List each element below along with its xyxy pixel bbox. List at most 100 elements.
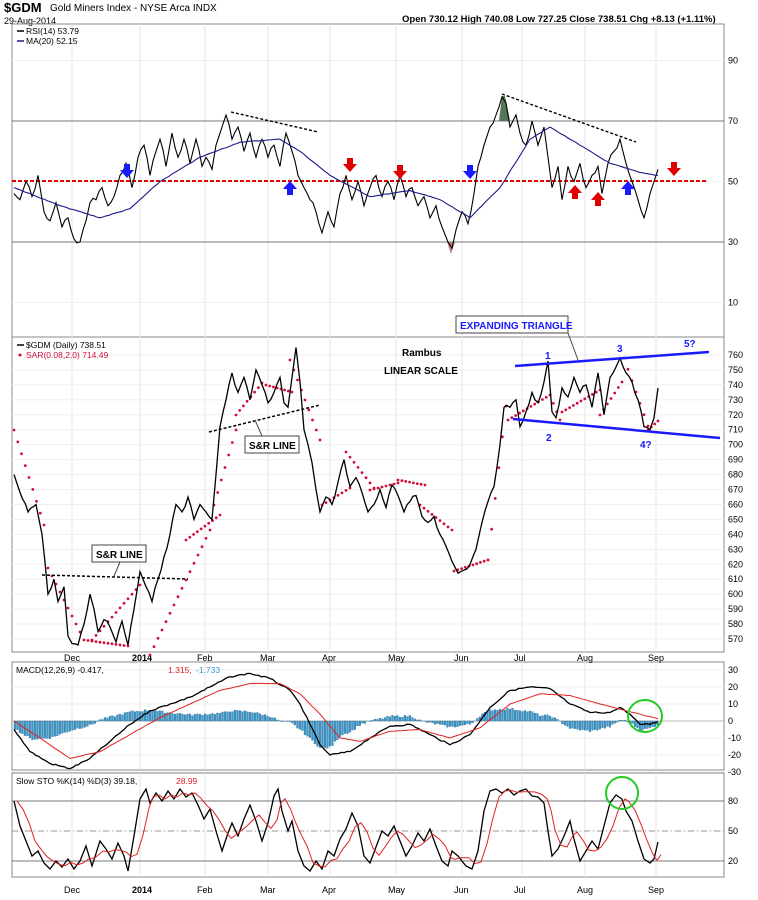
macd-hist-bar bbox=[176, 713, 179, 722]
sto-k-line bbox=[13, 787, 659, 872]
macd-hist-bar bbox=[453, 720, 456, 728]
sar-dot bbox=[138, 583, 142, 587]
month-label: Apr bbox=[322, 885, 336, 895]
sar-dot bbox=[122, 601, 126, 605]
sar-dot bbox=[450, 528, 454, 532]
sar-dot bbox=[214, 516, 218, 520]
sar-dot bbox=[642, 413, 646, 417]
macd-hist-bar bbox=[96, 720, 99, 722]
sar-dot bbox=[368, 488, 372, 492]
macd-hist-bar bbox=[406, 716, 409, 722]
sar-dot bbox=[356, 466, 360, 469]
sar-dot bbox=[66, 606, 70, 610]
sar-dot bbox=[102, 641, 106, 645]
sar-dot bbox=[106, 641, 110, 645]
sar-dot bbox=[533, 402, 537, 406]
sr-pointer-1 bbox=[113, 561, 121, 577]
symbol-title: $GDM bbox=[4, 0, 42, 15]
sar-dot bbox=[348, 486, 352, 490]
macd-hist-bar bbox=[456, 720, 459, 727]
macd-hist-bar bbox=[253, 712, 256, 722]
sar-dot bbox=[372, 487, 376, 491]
sar-dot bbox=[594, 390, 598, 394]
sar-dot bbox=[23, 464, 27, 467]
wave-4-label: 4? bbox=[640, 440, 652, 451]
sto-panel bbox=[11, 772, 725, 878]
sar-dot bbox=[38, 511, 42, 515]
sr-callout-2 bbox=[244, 435, 300, 454]
macd-hist-bar bbox=[336, 720, 339, 741]
macd-hist-bar bbox=[608, 720, 611, 728]
sar-dot bbox=[164, 620, 168, 624]
macd-hist-bar bbox=[321, 720, 324, 748]
sar-dot bbox=[196, 553, 200, 557]
index-name: Gold Miners Index - NYSE Arca INDX bbox=[50, 3, 217, 14]
sar-dot bbox=[296, 378, 299, 382]
sar-dot bbox=[510, 416, 514, 420]
macd-hist-bar bbox=[446, 720, 449, 728]
macd-hist-bar bbox=[618, 719, 621, 722]
sar-dot bbox=[223, 466, 227, 469]
macd-tick: 20 bbox=[728, 682, 738, 692]
sar-dot bbox=[434, 516, 438, 519]
macd-hist-bar bbox=[156, 710, 159, 722]
sar-dot bbox=[388, 483, 392, 487]
macd-hist-bar bbox=[388, 716, 391, 722]
wave-1-label: 1 bbox=[545, 351, 551, 362]
sar-dot bbox=[90, 638, 94, 642]
macd-hist-bar bbox=[178, 713, 181, 722]
macd-hist-bar bbox=[241, 711, 244, 722]
macd-hist-bar bbox=[173, 713, 176, 722]
rsi-tick: 90 bbox=[728, 56, 738, 66]
macd-hist-bar bbox=[103, 717, 106, 722]
macd-hist-bar bbox=[116, 714, 119, 722]
macd-hist-bar bbox=[533, 713, 536, 722]
macd-hist-bar bbox=[353, 720, 356, 730]
sar-dot bbox=[598, 413, 602, 417]
macd-hist-bar bbox=[158, 710, 161, 722]
quote-date: 29-Aug-2014 bbox=[4, 16, 57, 26]
sr-pointer-2 bbox=[254, 419, 263, 437]
triangle-upper-line bbox=[514, 350, 710, 368]
macd-hist-bar bbox=[518, 710, 521, 722]
macd-hist-bar bbox=[46, 720, 49, 739]
macd-hist-bar bbox=[163, 713, 166, 722]
sto-d-label: 28.99 bbox=[176, 776, 198, 786]
sto-legend: Slow STO %K(14) %D(3) 39.18, 28.99 bbox=[16, 776, 198, 786]
sar-dot bbox=[216, 491, 220, 494]
sar-dot bbox=[396, 481, 400, 485]
sto-legend-label: Slow STO %K(14) %D(3) 39.18, bbox=[16, 776, 137, 786]
sar-dot bbox=[184, 578, 188, 582]
macd-hist-bar bbox=[591, 720, 594, 731]
macd-hist-bar bbox=[231, 711, 234, 722]
sar-dot bbox=[188, 570, 192, 574]
price-tick: 570 bbox=[728, 634, 743, 644]
macd-hist-bar bbox=[561, 720, 564, 725]
macd-hist-bar bbox=[233, 709, 236, 722]
macd-hist-bar bbox=[61, 720, 64, 734]
macd-hist-bar bbox=[523, 710, 526, 722]
sar-dot bbox=[86, 639, 90, 642]
sar-dot bbox=[208, 528, 212, 532]
triangle-pointer bbox=[567, 332, 579, 361]
macd-hist-bar bbox=[128, 711, 131, 722]
macd-hist-bar bbox=[83, 720, 86, 728]
macd-hist-bar bbox=[331, 720, 334, 746]
macd-hist-bar bbox=[203, 713, 206, 722]
macd-hist-bar bbox=[246, 711, 249, 722]
macd-hist-bar bbox=[111, 715, 114, 722]
sar-dot bbox=[199, 527, 203, 531]
macd-hist-bar bbox=[368, 720, 371, 722]
sar-dot bbox=[102, 624, 106, 628]
sar-dot bbox=[482, 559, 486, 563]
sar-dot bbox=[616, 386, 620, 389]
price-tick: 600 bbox=[728, 589, 743, 599]
macd-hist-bar bbox=[361, 720, 364, 724]
sar-dot bbox=[242, 404, 245, 408]
month-label: Feb bbox=[197, 653, 213, 663]
price-tick: 630 bbox=[728, 544, 743, 554]
price-tick: 710 bbox=[728, 425, 743, 435]
sar-dot bbox=[364, 476, 368, 480]
sar-dot bbox=[497, 466, 501, 469]
macd-hist-bar bbox=[398, 716, 401, 722]
